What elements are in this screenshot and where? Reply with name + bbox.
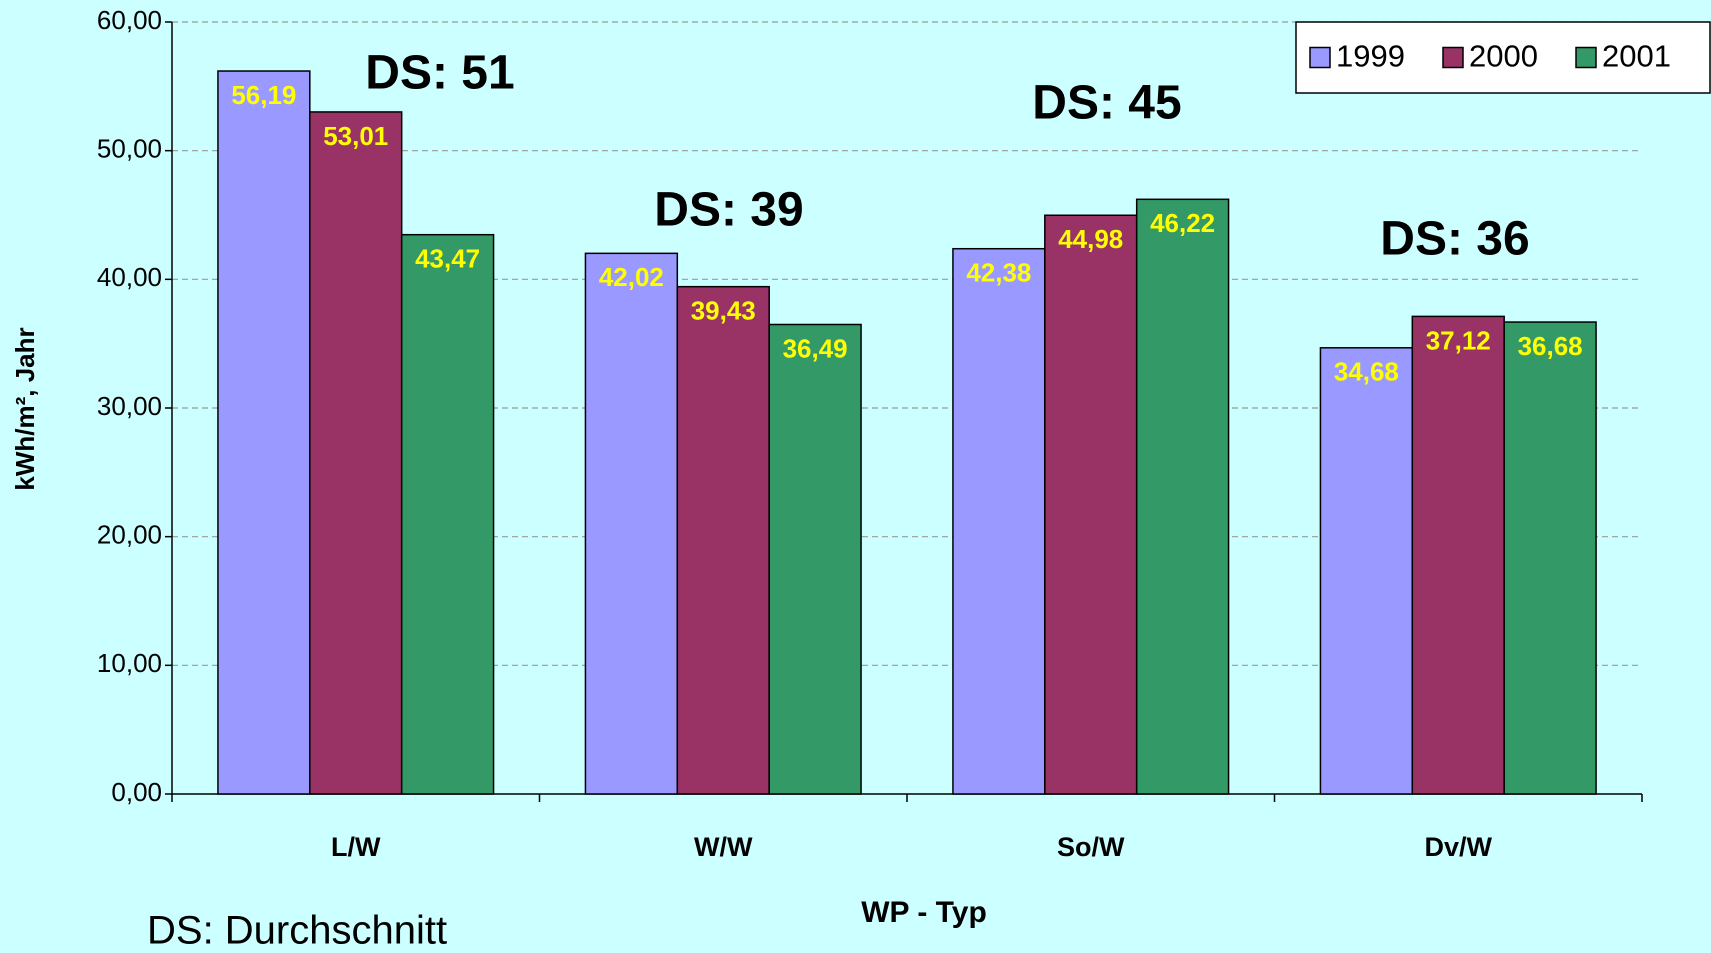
x-tick-label: Dv/W [1425, 832, 1493, 862]
annotation: DS: 51 [365, 47, 514, 100]
bar [217, 70, 311, 795]
bar [1411, 315, 1505, 795]
bar [400, 233, 495, 795]
value-label: 42,38 [966, 258, 1031, 288]
bar [1044, 214, 1138, 795]
legend-swatch [1575, 46, 1597, 69]
legend-label: 2001 [1602, 39, 1671, 74]
value-label: 34,68 [1334, 357, 1399, 387]
bar [952, 247, 1046, 795]
x-tick-label: L/W [331, 832, 381, 862]
y-tick-label: 20,00 [97, 520, 162, 550]
y-tick-label: 0,00 [111, 777, 162, 807]
legend-swatch [1309, 46, 1331, 69]
value-label: 53,01 [323, 121, 388, 151]
bar [1319, 347, 1414, 795]
footnote: DS: Durchschnitt [147, 909, 447, 953]
value-label: 46,22 [1150, 208, 1215, 238]
y-tick-label: 40,00 [97, 262, 162, 292]
x-axis-label: WP - Typ [861, 896, 987, 929]
value-label: 37,12 [1426, 325, 1491, 355]
value-label: 43,47 [415, 244, 480, 274]
y-tick-label: 50,00 [97, 134, 162, 164]
annotation: DS: 36 [1380, 213, 1529, 266]
bar [1135, 198, 1230, 795]
annotation: DS: 39 [654, 184, 803, 237]
x-tick-label: So/W [1057, 832, 1125, 862]
bar [1503, 321, 1597, 795]
bar [768, 323, 862, 795]
x-tick-label: W/W [694, 832, 753, 862]
legend-label: 1999 [1336, 39, 1405, 74]
value-label: 39,43 [691, 296, 756, 326]
y-tick-label: 60,00 [97, 5, 162, 35]
bar [584, 252, 679, 795]
value-label: 36,68 [1518, 331, 1583, 361]
value-label: 56,19 [231, 80, 296, 110]
y-tick-label: 30,00 [97, 391, 162, 421]
legend-swatch [1442, 46, 1464, 69]
legend-label: 2000 [1469, 39, 1538, 74]
value-label: 42,02 [599, 262, 664, 292]
bar [676, 285, 770, 795]
y-tick-label: 10,00 [97, 648, 162, 678]
value-label: 44,98 [1058, 224, 1123, 254]
bar [309, 111, 403, 795]
legend-box [1295, 21, 1711, 94]
value-label: 36,49 [783, 333, 848, 363]
annotation: DS: 45 [1032, 77, 1181, 130]
y-axis-label: kWh/m², Jahr [10, 327, 40, 490]
